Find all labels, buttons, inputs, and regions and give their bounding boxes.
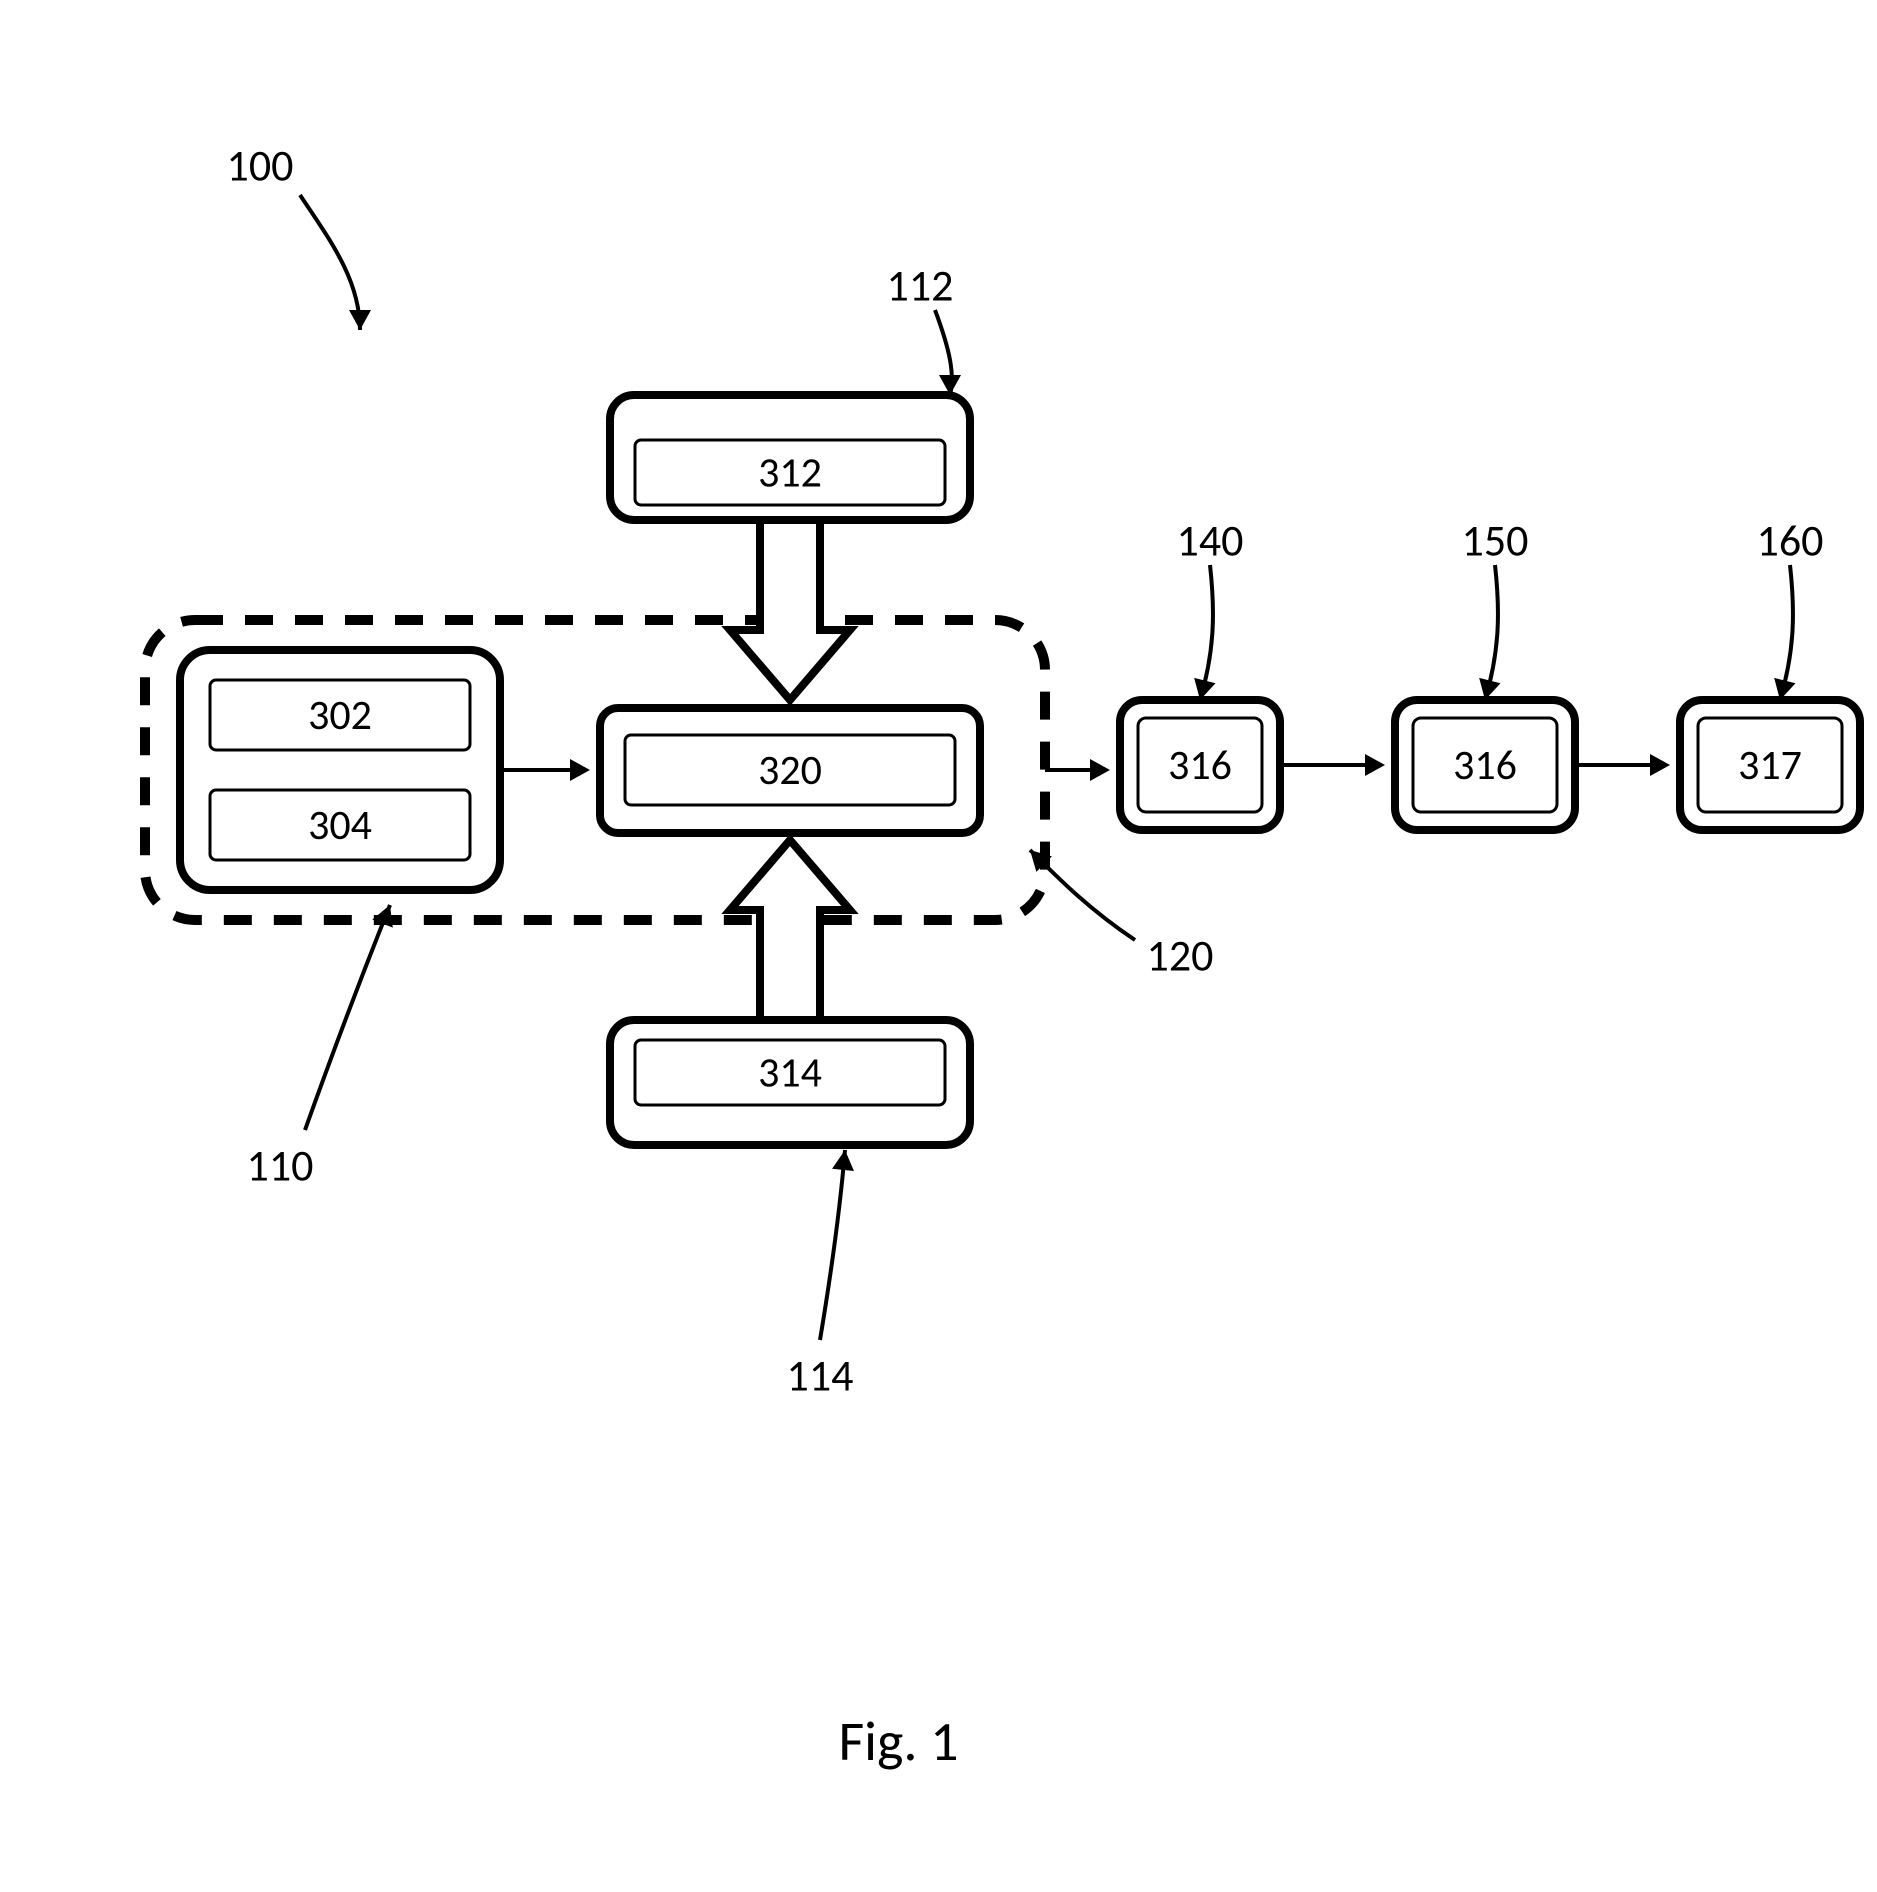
figure-1-diagram: 302 304 320 312 314 316 316 317 100 112 140 150 160 1… (0, 0, 1877, 1892)
svg-text:317: 317 (1738, 740, 1802, 791)
svg-text:140: 140 (1177, 514, 1244, 568)
svg-text:316: 316 (1453, 740, 1517, 791)
svg-text:100: 100 (227, 139, 294, 193)
svg-text:160: 160 (1757, 514, 1824, 568)
svg-text:314: 314 (758, 1048, 822, 1099)
svg-text:114: 114 (787, 1349, 854, 1403)
svg-text:302: 302 (308, 690, 372, 741)
svg-text:120: 120 (1147, 929, 1214, 983)
svg-text:304: 304 (308, 800, 372, 851)
svg-text:320: 320 (758, 745, 822, 796)
svg-text:110: 110 (247, 1139, 314, 1193)
svg-text:150: 150 (1462, 514, 1529, 568)
svg-text:112: 112 (887, 259, 954, 313)
svg-text:Fig. 1: Fig. 1 (838, 1708, 958, 1776)
svg-text:316: 316 (1168, 740, 1232, 791)
svg-text:312: 312 (758, 448, 822, 499)
